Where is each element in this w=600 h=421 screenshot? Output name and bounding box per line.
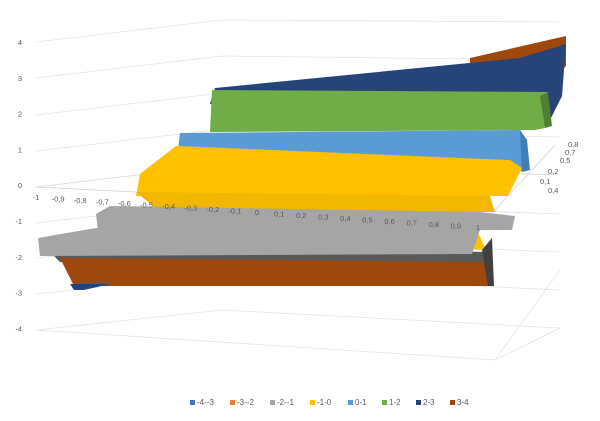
- x-tick-label: 0,6: [384, 217, 394, 226]
- surface-band-neg1-0-mid: [136, 192, 495, 212]
- x-tick-label: -1: [33, 193, 40, 202]
- x-tick-label: 0,8: [429, 220, 439, 229]
- gridline-z-4: [35, 19, 561, 43]
- z-tick-label: -3: [15, 289, 22, 298]
- z-tick-label: 4: [18, 38, 22, 47]
- legend-swatch: [230, 400, 235, 405]
- legend-label: -3--2: [237, 398, 254, 407]
- surface-band-3-4-front: [60, 258, 492, 286]
- z-tick-label: -1: [15, 217, 22, 226]
- z-tick-label: 2: [18, 110, 22, 119]
- surface-band-neg2-neg1-front: [38, 226, 480, 256]
- legend-item: -4--3: [190, 398, 214, 407]
- z-tick-label: -4: [15, 324, 22, 333]
- x-tick-label: 0,5: [362, 216, 372, 225]
- floor-line-right: [494, 269, 561, 361]
- legend-swatch: [348, 400, 353, 405]
- legend-label: 1-2: [389, 398, 401, 407]
- y-tick-label: 0,1: [540, 177, 550, 186]
- surface-band-neg2-neg1: [96, 206, 515, 232]
- legend-label: 3-4: [457, 398, 469, 407]
- legend-item: 0-1: [348, 398, 367, 407]
- surface-band-1-2-fold: [540, 92, 552, 128]
- surface-band-2-3-front: [70, 284, 110, 290]
- legend-item: 3-4: [450, 398, 469, 407]
- legend-swatch: [270, 400, 275, 405]
- legend-item: 1-2: [382, 398, 401, 407]
- x-tick-label: -0,9: [52, 195, 65, 204]
- x-tick-label: 0,4: [340, 214, 350, 223]
- y-tick-label: 0,5: [560, 156, 570, 165]
- legend-label: -1-0: [317, 398, 332, 407]
- z-tick-label: -2: [15, 253, 22, 262]
- y-tick-label: 0,2: [548, 167, 558, 176]
- x-tick-label: 0,9: [451, 222, 461, 231]
- y-tick-label: 0,7: [565, 148, 575, 157]
- legend-swatch: [382, 400, 387, 405]
- x-tick-label: -0,1: [228, 207, 241, 216]
- x-tick-label: -0,7: [96, 198, 109, 207]
- y-tick-label: 0,8: [568, 140, 578, 149]
- gridline-z-3: [35, 55, 561, 79]
- surface-bands: [38, 36, 566, 290]
- x-tick-label: -0,4: [162, 202, 175, 211]
- legend-item: -2--1: [270, 398, 294, 407]
- x-tick-label: -0,8: [74, 196, 87, 205]
- legend-item: 2-3: [416, 398, 435, 407]
- legend-label: -4--3: [197, 398, 214, 407]
- surface-right-fold: [482, 238, 494, 286]
- y-tick-label: 0,4: [548, 186, 558, 195]
- surface-band-neg1-0: [136, 146, 522, 196]
- legend-item: -1-0: [310, 398, 332, 407]
- legend-item: -3--2: [230, 398, 254, 407]
- gridline-z-n4: [35, 309, 561, 331]
- x-tick-label: 0,1: [274, 210, 284, 219]
- legend-label: 0-1: [355, 398, 367, 407]
- z-tick-label: 3: [18, 74, 22, 83]
- z-tick-label: 0: [18, 181, 22, 190]
- legend-swatch: [310, 400, 315, 405]
- x-tick-label: 0,7: [406, 219, 416, 228]
- x-tick-label: 0,2: [296, 211, 306, 220]
- x-tick-label: 1: [476, 223, 480, 232]
- x-tick-label: -0,6: [118, 199, 131, 208]
- legend-label: -2--1: [277, 398, 294, 407]
- z-tick-label: 1: [18, 145, 22, 154]
- x-tick-label: 0,3: [318, 213, 328, 222]
- x-tick-label: -0,2: [206, 205, 219, 214]
- x-tick-label: 0: [255, 208, 259, 217]
- legend-swatch: [416, 400, 421, 405]
- legend-swatch: [450, 400, 455, 405]
- x-tick-label: -0,3: [184, 204, 197, 213]
- legend: -4--3 -3--2 -2--1 -1-0 0-1 1-2 2-3 3-4: [190, 398, 469, 407]
- floor-line-front: [35, 327, 561, 361]
- legend-label: 2-3: [423, 398, 435, 407]
- surface-band-1-2: [210, 90, 548, 132]
- y-axis-line: [494, 144, 556, 211]
- surface-band-0-1-fold: [520, 130, 530, 172]
- x-tick-label: -0,5: [140, 201, 153, 210]
- legend-swatch: [190, 400, 195, 405]
